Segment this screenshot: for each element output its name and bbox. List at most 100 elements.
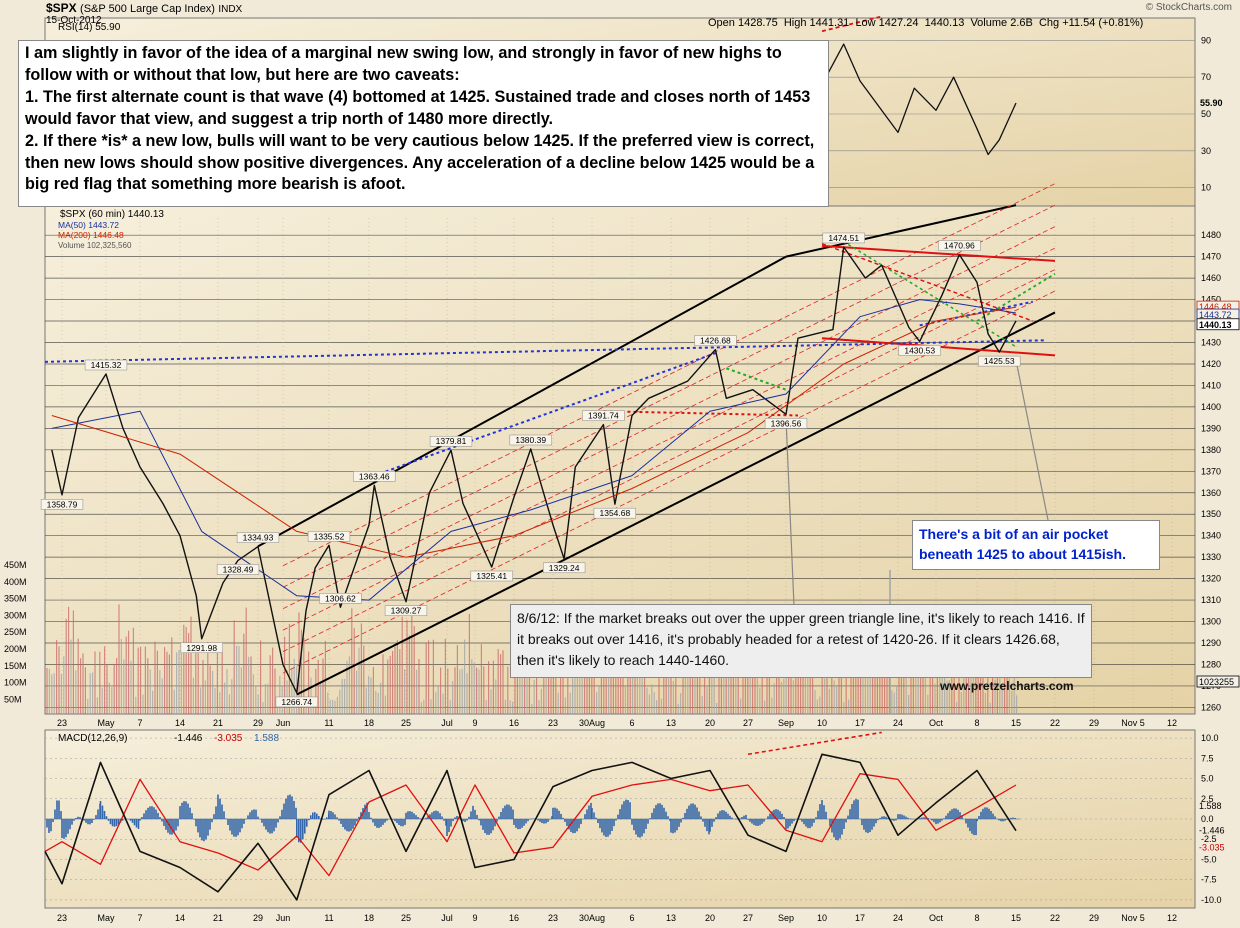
price-tick-label: 1340 <box>1201 531 1221 541</box>
low-value: Low 1427.24 <box>855 17 919 29</box>
price-tick-label: 1290 <box>1201 638 1221 648</box>
price-tick-label: 1410 <box>1201 380 1221 390</box>
main-annotation: I am slightly in favor of the idea of a … <box>18 40 829 207</box>
rsi-tick-label: 90 <box>1201 35 1211 45</box>
price-point-label: 1470.96 <box>944 241 975 251</box>
close-value: 1440.13 <box>924 17 965 29</box>
price-label-box <box>542 562 586 574</box>
price-label-box <box>353 471 396 482</box>
macd-x-tick: 10 <box>817 913 827 923</box>
rsi-divergence-line <box>821 15 882 33</box>
price-tick-label: 1300 <box>1201 617 1221 627</box>
price-x-tick: Jun <box>276 718 291 728</box>
macd-x-tick: 8 <box>974 913 979 923</box>
price-point-label: 1306.62 <box>325 593 356 603</box>
price-point-label: 1379.81 <box>436 436 467 446</box>
macd-tick-label: -10.0 <box>1201 895 1222 905</box>
macd-x-tick: 12 <box>1167 913 1177 923</box>
macd-legend-hist: 1.588 <box>254 733 279 744</box>
macd-right-label: -3.035 <box>1199 843 1225 853</box>
price-label-box <box>470 570 513 582</box>
annotation-para-3: 2. If there *is* a new low, bulls will w… <box>25 131 815 194</box>
price-label-box <box>180 642 223 654</box>
macd-x-tick: 24 <box>893 913 903 923</box>
price-right-label: 1023255 <box>1199 677 1234 687</box>
series-ma200 <box>51 306 1017 558</box>
annotation-para-2: 1. The first alternate count is that wav… <box>25 87 811 128</box>
price-x-tick: 6 <box>629 718 634 728</box>
resistance-line <box>821 244 1056 262</box>
ohlc-readout: Open 1428.75 High 1441.31 Low 1427.24 14… <box>708 17 1143 29</box>
channel-upper <box>785 204 1017 258</box>
price-tick-label: 1390 <box>1201 423 1221 433</box>
price-tick-label: 1360 <box>1201 488 1221 498</box>
volume-legend: Volume 102,325,560 <box>58 241 132 250</box>
macd-x-tick: 22 <box>1050 913 1060 923</box>
macd-x-tick: Sep <box>778 913 794 923</box>
macd-x-tick: 21 <box>213 913 223 923</box>
change-value: Chg +11.54 (+0.81%) <box>1038 17 1144 29</box>
price-x-tick: 29 <box>1089 718 1099 728</box>
price-x-tick: May <box>97 718 115 728</box>
rsi-line <box>785 43 1017 156</box>
macd-tick-label: 5.0 <box>1201 774 1214 784</box>
macd-x-tick: 9 <box>472 913 477 923</box>
macd-x-tick: 25 <box>401 913 411 923</box>
price-point-label: 1363.46 <box>359 471 390 481</box>
price-point-label: 1430.53 <box>904 345 935 355</box>
price-tick-label: 1280 <box>1201 659 1221 669</box>
price-point-label: 1335.52 <box>314 531 345 541</box>
price-label-box <box>593 507 637 519</box>
macd-x-tick: 15 <box>1011 913 1021 923</box>
price-point-label: 1425.53 <box>984 356 1015 366</box>
volume-tick-label: 450M <box>4 560 27 570</box>
price-x-tick: 14 <box>175 718 185 728</box>
series-ma50 <box>51 299 1017 601</box>
macd-tick-label: -5.0 <box>1201 854 1217 864</box>
macd-legend-value: -1.446 <box>174 733 203 744</box>
macd-right-label: 1.588 <box>1199 801 1222 811</box>
macd-x-tick: 16 <box>509 913 519 923</box>
volume-value: Volume 2.6B <box>970 17 1033 29</box>
price-x-tick: 12 <box>1167 718 1177 728</box>
price-label-box <box>384 605 428 616</box>
price-point-label: 1391.74 <box>588 411 619 421</box>
macd-x-tick: Jul <box>441 913 453 923</box>
macd-x-tick: 29 <box>1089 913 1099 923</box>
green-triangle-line <box>725 367 787 391</box>
rsi-current-label: 55.90 <box>1200 98 1223 108</box>
price-x-tick: 30Aug <box>579 718 605 728</box>
aug6-note: 8/6/12: If the market breaks out over th… <box>510 604 1092 678</box>
price-x-tick: 22 <box>1050 718 1060 728</box>
chart-date: 15-Oct-2012 <box>46 15 102 26</box>
price-label-box <box>898 345 941 356</box>
ma50-legend: MA(50) 1443.72 <box>58 220 119 230</box>
macd-x-tick: 7 <box>137 913 142 923</box>
price-label-box <box>938 240 981 251</box>
index-name: (S&P 500 Large Cap Index) <box>80 3 215 15</box>
price-label-box <box>216 564 260 575</box>
exchange: INDX <box>218 4 243 15</box>
price-tick-label: 1260 <box>1201 702 1221 712</box>
price-point-label: 1266.74 <box>281 697 312 707</box>
blue-dotted-line <box>919 300 1033 327</box>
price-tick-label: 1420 <box>1201 359 1221 369</box>
annotation-para-1: I am slightly in favor of the idea of a … <box>25 44 782 84</box>
price-tick-label: 1480 <box>1201 230 1221 240</box>
price-x-tick: 25 <box>401 718 411 728</box>
price-x-tick: 10 <box>817 718 827 728</box>
red-dashed-line <box>821 243 1033 322</box>
price-tick-label: 1320 <box>1201 574 1221 584</box>
rsi-legend: RSI(14) 55.90 <box>58 22 121 33</box>
price-x-tick: 23 <box>57 718 67 728</box>
macd-x-tick: 6 <box>629 913 634 923</box>
macd-tick-label: 0.0 <box>1201 814 1214 824</box>
aug6-pointer <box>785 418 795 607</box>
macd-tick-label: 7.5 <box>1201 753 1214 763</box>
price-x-tick: Sep <box>778 718 794 728</box>
price-tick-label: 1330 <box>1201 552 1221 562</box>
price-point-label: 1474.51 <box>828 233 859 243</box>
price-label-box <box>509 434 552 446</box>
macd-x-tick: Jun <box>276 913 291 923</box>
price-label-box <box>236 532 280 543</box>
